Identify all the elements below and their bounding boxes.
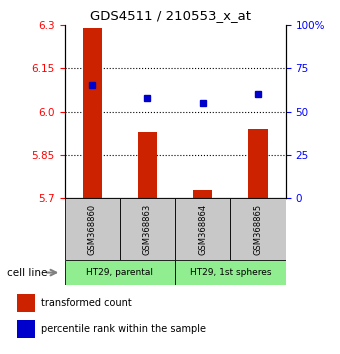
Text: cell line: cell line xyxy=(7,268,47,278)
Text: HT29, parental: HT29, parental xyxy=(86,268,153,277)
Text: transformed count: transformed count xyxy=(41,298,132,308)
FancyBboxPatch shape xyxy=(231,198,286,260)
FancyBboxPatch shape xyxy=(175,260,286,285)
Text: percentile rank within the sample: percentile rank within the sample xyxy=(41,324,206,334)
Bar xyxy=(248,129,268,198)
FancyBboxPatch shape xyxy=(65,198,120,260)
Text: GSM368865: GSM368865 xyxy=(254,204,262,255)
Text: GDS4511 / 210553_x_at: GDS4511 / 210553_x_at xyxy=(89,9,251,22)
FancyBboxPatch shape xyxy=(65,260,175,285)
Text: GSM368860: GSM368860 xyxy=(88,204,97,255)
Text: GSM368864: GSM368864 xyxy=(198,204,207,255)
Text: GSM368863: GSM368863 xyxy=(143,204,152,255)
FancyBboxPatch shape xyxy=(120,198,175,260)
Bar xyxy=(193,189,212,198)
Bar xyxy=(17,294,35,312)
Bar xyxy=(17,320,35,338)
Bar xyxy=(83,28,102,198)
FancyBboxPatch shape xyxy=(175,198,231,260)
Text: HT29, 1st spheres: HT29, 1st spheres xyxy=(190,268,271,277)
Bar xyxy=(138,132,157,198)
